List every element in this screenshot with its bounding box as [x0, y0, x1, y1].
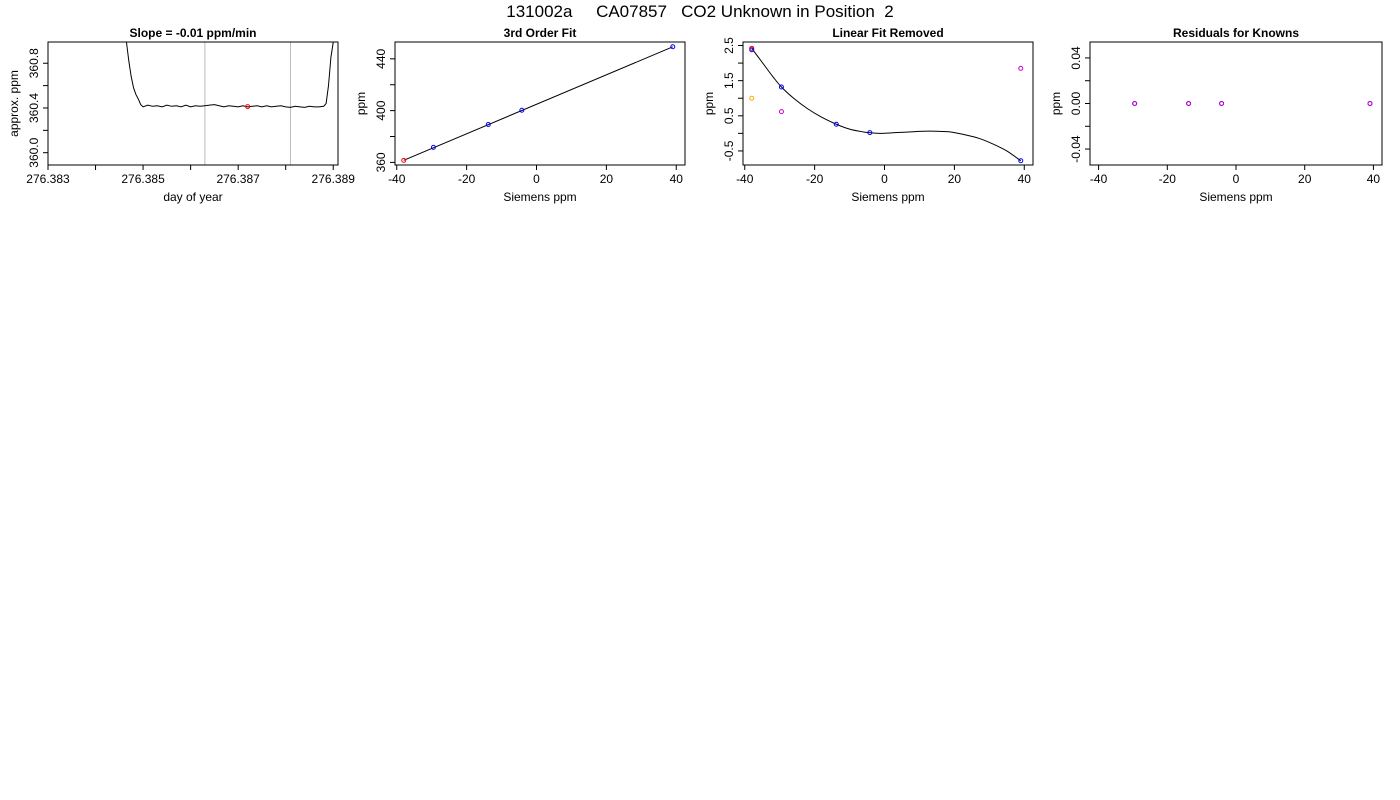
x-tick-label: 276.387 — [216, 172, 260, 186]
plot-frame — [1089, 41, 1383, 166]
x-tick-label: -20 — [458, 172, 476, 186]
data-point — [1219, 101, 1225, 106]
plot-area — [1132, 101, 1373, 106]
data-point — [1186, 101, 1192, 106]
y-tick-label: 400 — [374, 100, 388, 120]
plot-area — [401, 44, 676, 163]
x-tick-label: 20 — [600, 172, 614, 186]
y-tick-label: -0.04 — [1069, 135, 1083, 163]
x-tick-label: 276.383 — [26, 172, 70, 186]
series-line — [125, 42, 334, 108]
y-tick-label: -0.5 — [722, 140, 736, 161]
x-tick-label: -40 — [736, 172, 754, 186]
data-point — [1367, 101, 1373, 106]
panel-title: Residuals for Knowns — [1173, 26, 1299, 40]
y-tick-label: 360 — [374, 152, 388, 172]
y-tick-label: 360.4 — [27, 93, 41, 123]
x-tick-label: 0 — [881, 172, 888, 186]
y-tick-label: 2.5 — [722, 37, 736, 54]
y-axis-label: approx. ppm — [7, 70, 21, 137]
y-tick-label: 0.5 — [722, 107, 736, 124]
panel-title: Slope = -0.01 ppm/min — [129, 26, 256, 40]
fit-curve — [751, 48, 1022, 162]
y-axis-label: ppm — [1049, 92, 1063, 115]
x-tick-label: 20 — [1298, 172, 1312, 186]
data-point — [670, 44, 676, 50]
plot-frame — [394, 41, 686, 166]
plot-area — [749, 45, 1024, 164]
x-tick-label: -40 — [388, 172, 406, 186]
data-point — [485, 121, 491, 127]
y-tick-label: 0.04 — [1069, 46, 1083, 70]
x-tick-label: -20 — [1159, 172, 1177, 186]
y-tick-label: 1.5 — [722, 72, 736, 89]
data-point — [401, 157, 407, 163]
y-tick-label: 360.0 — [27, 137, 41, 167]
x-tick-label: 40 — [1018, 172, 1032, 186]
panel-4: Residuals for Knowns -40 -20 0 20 40 -0.04 0.00… — [1049, 26, 1383, 204]
data-point — [245, 104, 251, 110]
data-point — [749, 47, 755, 53]
y-tick-label: 440 — [374, 48, 388, 68]
panel-title: 3rd Order Fit — [504, 26, 577, 40]
x-tick-label: 0 — [533, 172, 540, 186]
plot-frame — [742, 41, 1034, 166]
plot-area — [125, 42, 334, 165]
fit-line — [403, 46, 673, 161]
x-axis-label: Siemens ppm — [851, 190, 924, 204]
data-point — [867, 130, 873, 136]
data-point — [1132, 101, 1138, 106]
x-tick-label: -40 — [1090, 172, 1108, 186]
y-axis-label: ppm — [702, 92, 716, 115]
panel-2: 3rd Order Fit -40 -20 0 20 40 360 400 440 Siemens… — [354, 26, 686, 204]
x-tick-label: 40 — [670, 172, 684, 186]
data-point — [1018, 65, 1024, 71]
plot-frame — [47, 41, 339, 166]
x-axis-label: Siemens ppm — [1199, 190, 1272, 204]
x-tick-label: -20 — [806, 172, 824, 186]
y-tick-label: 0.00 — [1069, 91, 1083, 115]
figure-title: 131002a CA07857 CO2 Unknown in Position … — [506, 2, 894, 21]
data-point — [833, 121, 839, 127]
panel-3: Linear Fit Removed -40 -20 0 20 40 -0.5 0.5 1.5 2… — [702, 26, 1034, 204]
data-point — [430, 144, 436, 150]
x-tick-label: 40 — [1367, 172, 1381, 186]
panel-title: Linear Fit Removed — [832, 26, 943, 40]
data-point — [519, 107, 525, 113]
data-point — [749, 95, 755, 101]
data-point — [778, 84, 784, 90]
x-tick-label: 0 — [1233, 172, 1240, 186]
panel-1: Slope = -0.01 ppm/min 276.383 276.385 276.3… — [7, 26, 355, 204]
data-point — [1018, 158, 1024, 164]
x-tick-label: 276.385 — [121, 172, 165, 186]
x-axis-label: day of year — [163, 190, 222, 204]
x-axis-label: Siemens ppm — [503, 190, 576, 204]
x-tick-label: 20 — [948, 172, 962, 186]
x-tick-label: 276.389 — [312, 172, 356, 186]
y-axis-label: ppm — [354, 92, 368, 115]
data-point — [778, 109, 784, 115]
y-tick-label: 360.8 — [27, 48, 41, 78]
